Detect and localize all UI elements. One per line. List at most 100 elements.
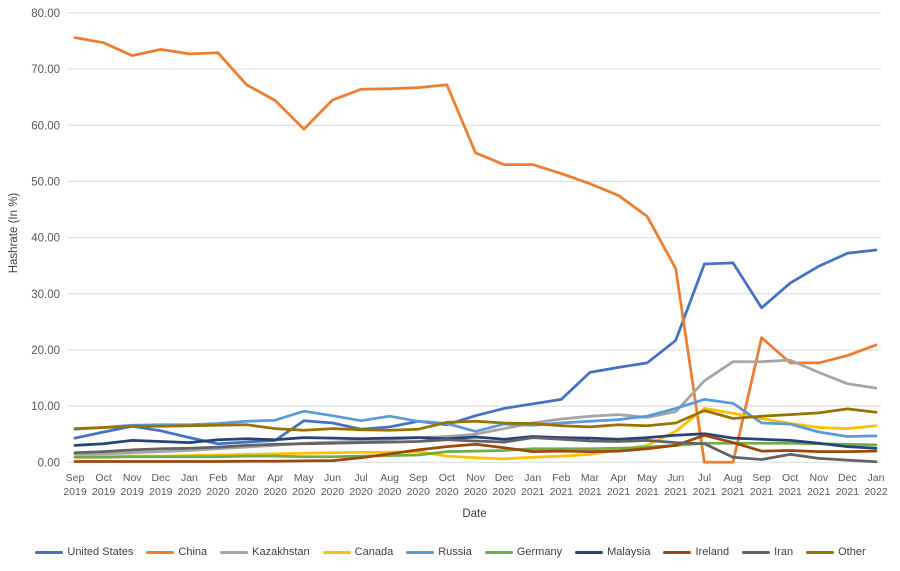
x-tick-year: 2019 <box>149 486 173 498</box>
legend-label-russia: Russia <box>438 546 472 558</box>
legend-item-china: China <box>146 546 207 558</box>
legend-label-germany: Germany <box>516 546 563 558</box>
x-tick-year: 2021 <box>807 486 831 498</box>
line-iran <box>73 436 878 464</box>
x-tick-month: Mar <box>581 472 600 484</box>
x-tick-year: 2020 <box>321 486 345 498</box>
x-tick-year: 2020 <box>235 486 259 498</box>
x-tick-month: Aug <box>724 472 743 484</box>
legend-swatch-russia <box>406 550 435 554</box>
y-tick-label: 10.00 <box>31 401 60 413</box>
x-tick-month: Jul <box>354 472 367 484</box>
x-axis-title: Date <box>462 508 487 520</box>
legend-swatch-ireland <box>663 550 692 554</box>
x-tick-year: 2020 <box>264 486 288 498</box>
x-tick-month: Feb <box>552 472 570 484</box>
line-malaysia <box>73 432 878 450</box>
x-tick-month: Mar <box>238 472 257 484</box>
legend-label-other: Other <box>838 546 866 558</box>
x-tick-year: 2021 <box>521 486 545 498</box>
legend: United States China Kazakhstan Canada Russia… <box>0 541 900 563</box>
x-axis-tick-labels: Sep 2019 Oct 2019 Nov 2019 Dec 2019 Jan 2020 Feb 20… <box>63 472 888 498</box>
legend-label-canada: Canada <box>354 546 394 558</box>
legend-item-other: Other <box>806 546 866 558</box>
y-axis-title: Hashrate (In %) <box>8 192 20 274</box>
line-other <box>73 407 878 432</box>
x-tick-month: Nov <box>809 472 828 484</box>
legend-item-kazakhstan: Kazakhstan <box>220 546 310 558</box>
x-tick-year: 2021 <box>693 486 717 498</box>
x-tick-month: Dec <box>838 472 857 484</box>
x-tick-year: 2019 <box>92 486 116 498</box>
legend-label-ireland: Ireland <box>695 546 730 558</box>
x-tick-month: Nov <box>466 472 485 484</box>
x-tick-year: 2020 <box>407 486 431 498</box>
x-tick-month: Feb <box>209 472 227 484</box>
x-tick-year: 2021 <box>721 486 745 498</box>
x-tick-month: Jun <box>324 472 341 484</box>
x-tick-year: 2020 <box>349 486 373 498</box>
x-tick-year: 2021 <box>750 486 774 498</box>
line-china <box>73 36 878 464</box>
x-tick-month: Sep <box>752 472 771 484</box>
legend-item-canada: Canada <box>322 546 394 558</box>
x-tick-year: 2021 <box>664 486 688 498</box>
legend-label-united-states: United States <box>67 546 134 558</box>
y-tick-label: 20.00 <box>31 345 60 357</box>
x-tick-month: Sep <box>409 472 428 484</box>
y-tick-label: 60.00 <box>31 120 60 132</box>
legend-label-iran: Iran <box>774 546 794 558</box>
x-tick-year: 2020 <box>292 486 316 498</box>
x-tick-year: 2019 <box>63 486 87 498</box>
x-tick-month: Apr <box>610 472 627 484</box>
line-united-states <box>73 248 878 446</box>
x-tick-year: 2020 <box>492 486 516 498</box>
x-tick-month: Jan <box>524 472 541 484</box>
x-tick-month: Jan <box>868 472 885 484</box>
y-axis-tick-labels: 0.00 10.00 20.00 30.00 40.00 50.00 60.00 70.00 8… <box>31 8 60 469</box>
x-tick-year: 2021 <box>578 486 602 498</box>
legend-swatch-canada <box>322 550 351 554</box>
series-lines <box>73 36 878 464</box>
x-tick-month: Apr <box>267 472 284 484</box>
x-tick-month: Nov <box>123 472 142 484</box>
gridlines <box>68 12 881 463</box>
legend-swatch-united-states <box>35 550 64 554</box>
x-tick-month: Oct <box>782 472 798 484</box>
legend-item-united-states: United States <box>35 546 133 558</box>
legend-swatch-iran <box>742 550 771 554</box>
x-tick-month: Oct <box>95 472 111 484</box>
legend-item-ireland: Ireland <box>663 546 729 558</box>
y-tick-label: 40.00 <box>31 233 60 245</box>
legend-swatch-germany <box>484 550 513 554</box>
x-tick-month: May <box>637 472 658 484</box>
x-tick-month: Dec <box>151 472 170 484</box>
x-tick-year: 2020 <box>178 486 202 498</box>
x-tick-month: Dec <box>495 472 514 484</box>
legend-label-malaysia: Malaysia <box>607 546 651 558</box>
x-tick-month: Oct <box>439 472 455 484</box>
x-tick-year: 2021 <box>635 486 659 498</box>
x-tick-year: 2021 <box>778 486 802 498</box>
x-tick-year: 2019 <box>121 486 145 498</box>
x-tick-month: Jan <box>181 472 198 484</box>
legend-item-germany: Germany <box>484 546 563 558</box>
x-tick-month: May <box>294 472 315 484</box>
x-tick-year: 2020 <box>378 486 402 498</box>
legend-swatch-other <box>806 550 835 554</box>
legend-swatch-kazakhstan <box>220 550 249 554</box>
y-tick-label: 80.00 <box>31 8 60 20</box>
line-ireland <box>73 433 878 463</box>
x-tick-year: 2021 <box>836 486 860 498</box>
x-tick-month: Jul <box>698 472 711 484</box>
line-canada <box>73 407 878 461</box>
line-kazakhstan <box>73 358 878 456</box>
legend-item-russia: Russia <box>406 546 472 558</box>
legend-item-malaysia: Malaysia <box>575 546 650 558</box>
legend-swatch-malaysia <box>575 550 604 554</box>
x-tick-year: 2021 <box>607 486 631 498</box>
y-tick-label: 0.00 <box>38 457 60 469</box>
line-germany <box>73 441 878 459</box>
